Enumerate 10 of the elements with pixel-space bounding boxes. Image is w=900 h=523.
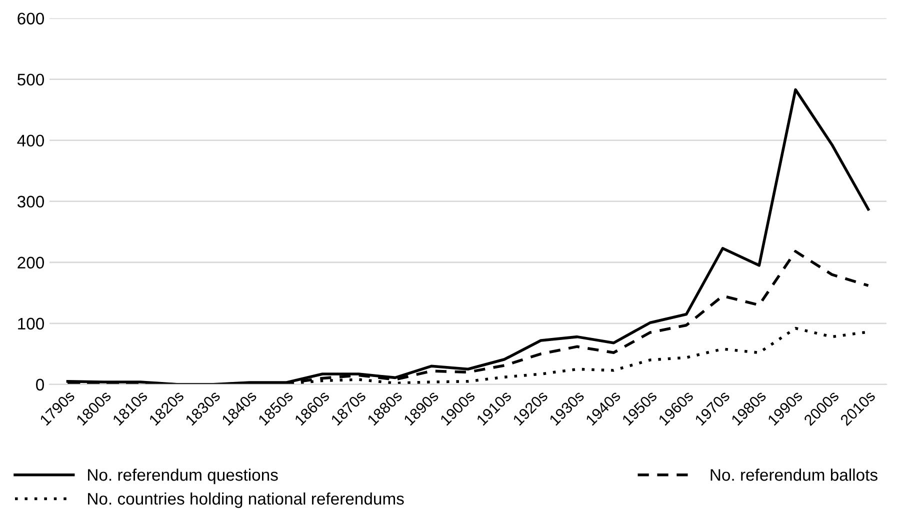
legend-label: No. countries holding national referendums — [88, 492, 404, 508]
y-tick-label: 400 — [17, 134, 44, 147]
y-tick-label: 100 — [18, 318, 44, 330]
y-tick-label: 600 — [18, 12, 44, 25]
y-tick-label: 200 — [18, 256, 44, 269]
y-tick-label: 300 — [17, 196, 44, 208]
legend-label: No. referendum questions — [88, 468, 278, 484]
y-tick-label: 0 — [36, 378, 44, 391]
y-tick-label: 500 — [18, 74, 44, 86]
legend-label: No. referendum ballots — [710, 468, 878, 481]
